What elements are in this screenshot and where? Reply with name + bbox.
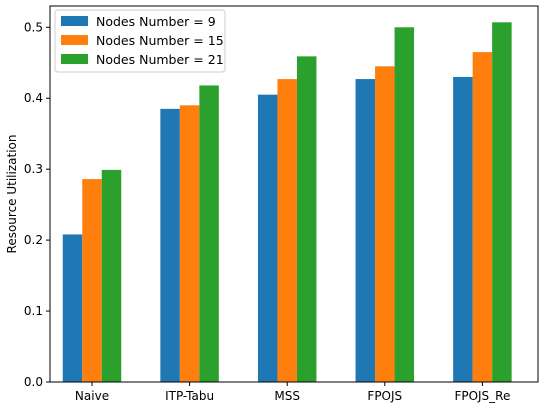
- bar: [179, 105, 200, 383]
- x-axis: Naive ITP-Tabu MSS FPOJS FPOJS_Re: [75, 382, 510, 403]
- y-tick-label: 0.5: [24, 20, 43, 34]
- bar: [296, 56, 317, 382]
- legend: Nodes Number = 9 Nodes Number = 15 Nodes N…: [54, 9, 226, 73]
- bar: [277, 79, 297, 382]
- bar: [101, 169, 122, 382]
- y-axis-label: Resource Utilization: [5, 135, 19, 254]
- x-tick-label: FPOJS_Re: [454, 389, 510, 403]
- bar: [82, 179, 102, 382]
- bar: [472, 52, 493, 382]
- x-tick-label: FPOJS: [367, 389, 402, 403]
- y-tick-label: 0.2: [24, 233, 43, 247]
- legend-box: [54, 9, 226, 73]
- y-tick-label: 0.0: [24, 375, 43, 389]
- bar: [492, 22, 512, 382]
- legend-swatch: [61, 54, 88, 64]
- y-tick-label: 0.3: [24, 162, 43, 176]
- bar: [160, 108, 180, 383]
- x-tick-label: Naive: [75, 389, 109, 403]
- x-tick-label: MSS: [274, 389, 300, 403]
- bar: [375, 66, 395, 383]
- plot-frame: [49, 5, 539, 383]
- y-tick-label: 0.4: [24, 91, 43, 105]
- x-tick-label: ITP-Tabu: [165, 389, 214, 403]
- bar: [257, 94, 278, 382]
- bar: [62, 234, 83, 382]
- bar: [394, 27, 415, 382]
- legend-swatch: [61, 35, 88, 45]
- legend-label: Nodes Number = 15: [96, 33, 224, 48]
- bar: [355, 79, 376, 382]
- bar: [453, 76, 473, 383]
- legend-label: Nodes Number = 9: [96, 14, 216, 29]
- bars-group: [62, 22, 512, 383]
- legend-label: Nodes Number = 21: [96, 52, 224, 67]
- bar: [199, 85, 219, 382]
- legend-swatch: [61, 16, 88, 26]
- y-axis: 0.0 0.1 0.2 0.3 0.4 0.5: [24, 20, 50, 389]
- y-tick-label: 0.1: [24, 304, 43, 318]
